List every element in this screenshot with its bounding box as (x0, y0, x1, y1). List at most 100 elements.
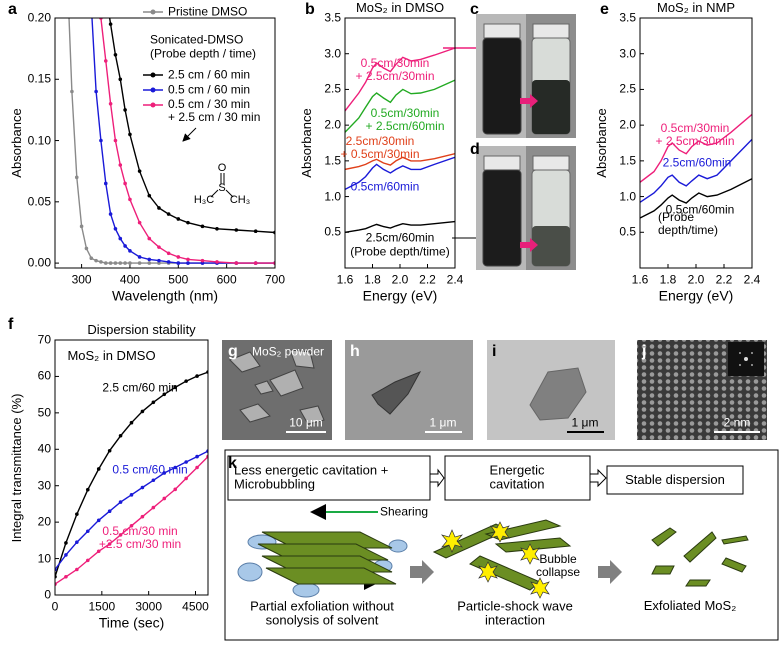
stage-caption: Partial exfoliation without sonolysis of… (250, 598, 394, 628)
series-marker (75, 512, 79, 516)
series-marker (184, 379, 188, 383)
series-marker (166, 251, 171, 256)
series-marker (64, 553, 68, 557)
series-marker (118, 163, 123, 167)
x-axis-label: Time (sec) (98, 614, 165, 631)
series-marker (123, 181, 127, 186)
series-label: 2.5cm/30min + 0.5cm/30min (340, 133, 420, 161)
series-marker (118, 500, 123, 504)
series-marker (140, 409, 145, 414)
image-g (222, 340, 332, 440)
series-marker (200, 224, 205, 229)
y-tick-label: 2.5 (619, 81, 636, 96)
x-tick-label: 1.8 (364, 272, 381, 287)
panel-letter: a (8, 1, 17, 19)
series-marker (195, 374, 199, 378)
series-line (345, 153, 455, 171)
x-tick-label: 2.0 (391, 272, 409, 287)
process-label: Shearing (380, 504, 429, 519)
series-marker (253, 261, 258, 265)
series-marker (129, 493, 134, 497)
x-tick-label: 2.4 (743, 272, 761, 287)
series-label: 0.5cm/30min + 2.5cm/60min (365, 105, 445, 133)
y-tick-label: 1.5 (619, 153, 636, 168)
y-tick-label: 0.5 (324, 224, 341, 239)
x-tick-label: 3000 (135, 599, 163, 614)
series-marker (85, 529, 90, 534)
series-line (345, 47, 455, 112)
series-marker (96, 549, 101, 554)
y-tick-label: 0.15 (27, 71, 51, 86)
series-line (345, 79, 455, 133)
scale-bar-label: 1 μm (429, 415, 457, 430)
series-line (640, 178, 752, 219)
y-tick-label: 3.5 (324, 10, 341, 25)
series-marker (118, 77, 123, 82)
legend-marker (150, 9, 156, 15)
x-tick-label: 4500 (182, 599, 209, 614)
series-marker (137, 261, 142, 265)
series-marker (113, 226, 118, 231)
y-tick-label: 3.5 (619, 10, 636, 25)
series-marker (234, 261, 239, 265)
series-label: 2.5cm/60min (365, 230, 435, 245)
panel-letter: f (8, 316, 14, 334)
series-marker (103, 59, 108, 63)
legend-label: 0.5 cm / 60 min (168, 82, 251, 97)
series-marker (89, 4, 93, 8)
scale-bar-label: 2 nm (723, 415, 751, 430)
panel-letter: d (470, 141, 480, 159)
scale-bar-label: 1 μm (571, 415, 599, 430)
series-marker (129, 523, 134, 528)
image-h (345, 340, 473, 440)
series-marker (85, 558, 90, 563)
series-label: 0.5cm/60min (665, 202, 735, 217)
x-tick-label: 600 (216, 272, 237, 287)
panel-letter: k (228, 455, 237, 473)
panel-letter: i (492, 343, 497, 361)
series-marker (107, 448, 112, 453)
molecule-bonds (210, 173, 234, 198)
series-marker (162, 392, 167, 397)
series-marker (123, 108, 127, 112)
molecule-label: O (217, 161, 227, 174)
series-marker (64, 541, 68, 545)
series-marker (108, 261, 113, 265)
series-marker (151, 478, 156, 483)
image-i (487, 340, 615, 440)
series-marker (137, 220, 142, 225)
y-tick-label: 2.0 (619, 117, 636, 132)
y-tick-label: 2.5 (324, 81, 341, 96)
molecule-label: H₃C (193, 193, 215, 206)
series-marker (89, 256, 94, 260)
series-marker (215, 260, 219, 264)
series-label: 0.5cm/60min (350, 179, 420, 194)
series-marker (107, 509, 112, 514)
series-marker (99, 260, 103, 264)
series-marker (137, 255, 142, 259)
x-tick-label: 2.2 (419, 272, 436, 287)
annotation: (Probe depth/time) (350, 244, 450, 259)
series-marker (184, 476, 188, 481)
panel-letter: c (470, 1, 479, 19)
series-marker (94, 89, 98, 94)
pointer-arrow (182, 127, 197, 142)
series-marker (113, 138, 118, 143)
x-tick-label: 2.2 (715, 272, 733, 287)
series-label: 2.5 cm/60 min (102, 380, 178, 395)
y-tick-label: 40 (37, 441, 51, 456)
x-tick-label: 400 (119, 272, 140, 287)
series-marker (74, 175, 79, 180)
chart-title: Dispersion stability (87, 321, 196, 337)
scale-bar-label: 10 μm (289, 415, 323, 430)
series-marker (85, 487, 90, 492)
y-tick-label: 0.05 (27, 194, 51, 209)
y-tick-label: 1.0 (619, 188, 636, 203)
x-tick-label: 1.6 (336, 272, 354, 287)
molecule-label: CH₃ (229, 193, 251, 206)
x-tick-label: 300 (71, 272, 92, 287)
y-tick-label: 0.00 (27, 255, 51, 270)
series-marker (84, 246, 89, 251)
legend-marker (150, 102, 156, 108)
series-marker (140, 514, 145, 519)
